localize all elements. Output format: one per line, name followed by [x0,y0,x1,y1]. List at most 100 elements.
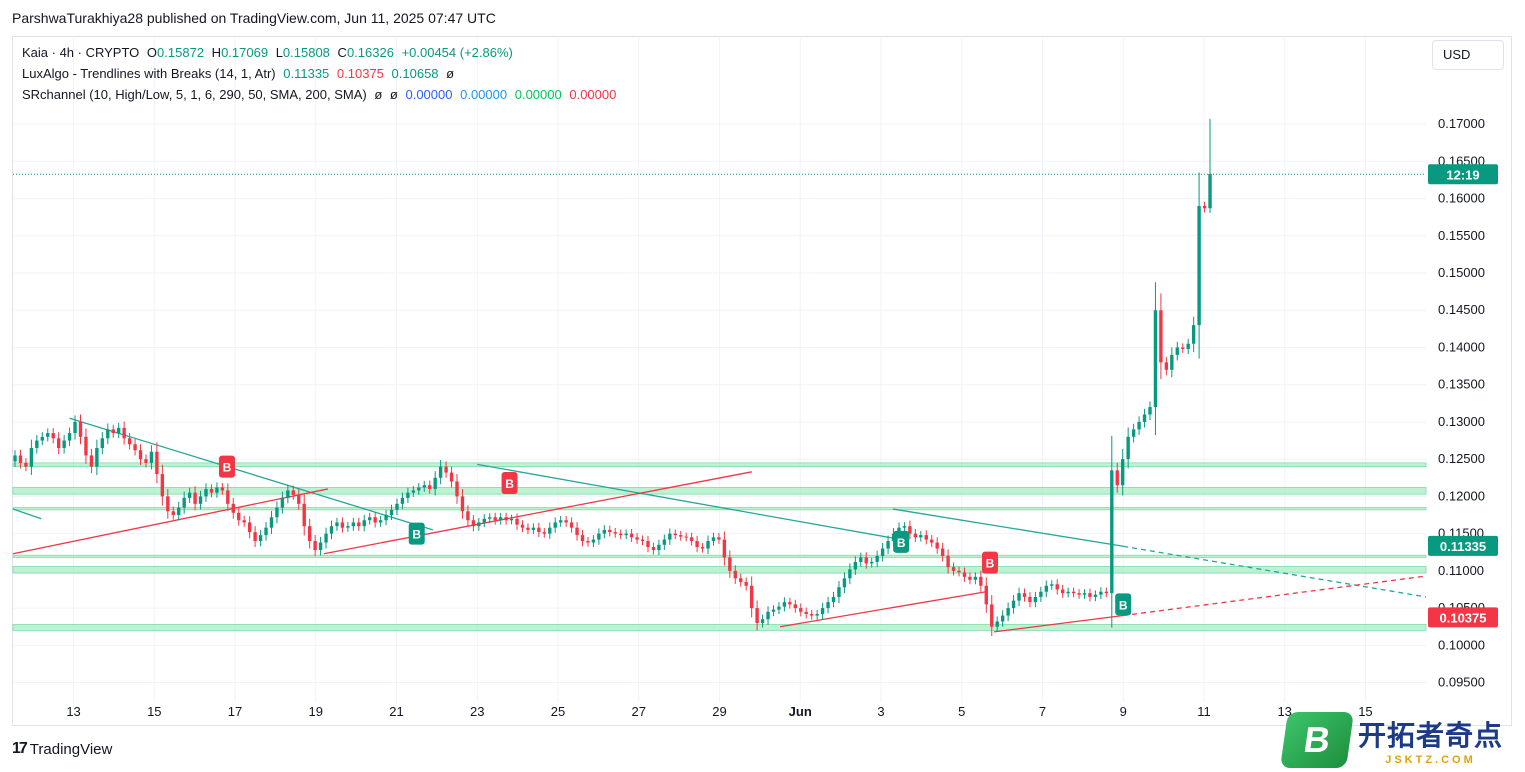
candle-body [575,527,579,536]
candle-body [389,509,394,516]
symbol-label: Kaia · 4h · CRYPTO [22,45,140,60]
trendline-indicator-legend[interactable]: LuxAlgo - Trendlines with Breaks (14, 1,… [22,66,458,81]
candle-body [449,472,454,482]
candle-body [744,582,748,586]
candle-body [515,518,519,525]
srchannel-indicator-legend[interactable]: SRchannel (10, High/Low, 5, 1, 6, 290, 5… [22,87,620,102]
candle-body [1066,591,1070,594]
candle-body [722,539,727,558]
candle-body [684,536,688,538]
break-label-badge [408,522,425,545]
candle-body [706,541,710,549]
candle-body [346,526,350,528]
candle-body [608,529,612,533]
indicator-value-3: 0.10658 [391,66,439,81]
symbol-legend[interactable]: Kaia · 4h · CRYPTO O0.15872 H0.17069 L0.… [22,45,517,60]
candle-body [40,436,44,441]
candle-body [1142,414,1147,422]
resistance-trendline [1123,545,1427,598]
candle-body [1148,407,1152,415]
chart-frame[interactable] [12,36,1512,726]
x-tick-label: 17 [228,704,242,719]
candle-body [913,533,918,538]
tradingview-wordmark: TradingView [29,740,113,758]
break-label-badge [1115,593,1132,616]
break-label-badge [981,551,998,574]
candle-body [1110,470,1114,594]
candle-body [253,532,257,542]
y-tick-label: 0.11000 [1438,563,1484,578]
x-tick-label: 11 [1197,704,1211,719]
indicator-name: LuxAlgo - Trendlines with Breaks (14, 1,… [22,66,276,81]
x-tick-label: 3 [877,704,884,719]
candle-body [842,578,847,588]
candle-body [531,527,536,530]
bearish-break-label: B [218,455,235,478]
candle-body [215,487,219,493]
currency-selector[interactable]: USD [1432,40,1504,70]
candle-body [673,533,677,536]
sr-channel-zone [12,462,1427,468]
price-scale-label: 0.11335 [1440,539,1486,554]
candle-body [1175,347,1179,355]
candle-body [1093,594,1098,597]
break-label-text: B [986,557,995,571]
candle-body [1197,205,1201,326]
candle-body [313,541,317,551]
candle-body [973,576,978,580]
candle-body [373,517,377,523]
candle-body [804,611,808,615]
candle-body [209,488,214,493]
sr-channel-zone [12,624,1427,631]
candle-body [509,518,514,521]
candle-body [493,517,497,521]
tradingview-logo[interactable]: 17 TradingView [12,740,112,758]
candle-body [859,557,863,562]
sr-channel-zone [12,565,1427,574]
y-tick-label: 0.17000 [1438,116,1485,131]
candle-body [711,537,716,542]
candle-body [247,522,252,533]
candle-body [689,537,694,542]
candle-body [1071,591,1076,594]
candle-body [242,520,246,523]
candle-body [760,619,765,623]
candle-body [1159,310,1163,363]
change-value: +0.00454 (+2.86%) [401,45,513,60]
x-tick-label: 7 [1039,704,1046,719]
candle-body [269,517,274,528]
candle-body [187,492,192,498]
indicator-value-3: 0.00000 [514,87,562,102]
bearish-break-label: B [501,471,518,494]
y-tick-label: 0.16000 [1438,191,1485,206]
candle-body [635,537,639,540]
y-tick-label: 0.14000 [1438,339,1485,354]
candle-body [777,606,781,610]
indicator-value-4: 0.00000 [569,87,617,102]
price-scale-label-bg [1428,535,1498,556]
resistance-trendline [892,508,1124,547]
candle-body [280,497,285,508]
break-label-text: B [412,528,421,542]
watermark-logo: B 开拓者奇点 JSKTZ.COM [1280,712,1503,768]
candle-body [138,450,143,460]
candle-body [569,522,574,528]
candle-body [1006,608,1010,616]
candle-body [1060,589,1065,594]
resistance-trendline [477,463,894,539]
candle-body [106,429,110,439]
candle-body [1011,600,1016,609]
candle-body [1191,325,1196,344]
candle-body [231,503,235,513]
candle-body [127,438,132,445]
candle-body [619,533,623,536]
countdown-label-bg [1428,164,1498,185]
y-tick-label: 0.15000 [1438,265,1485,280]
candle-body [318,542,323,551]
candle-body [89,455,94,467]
indicator-na-1: ø [374,87,383,102]
candle-body [144,459,148,463]
indicator-value-1: 0.00000 [405,87,453,102]
candle-body [809,614,814,616]
